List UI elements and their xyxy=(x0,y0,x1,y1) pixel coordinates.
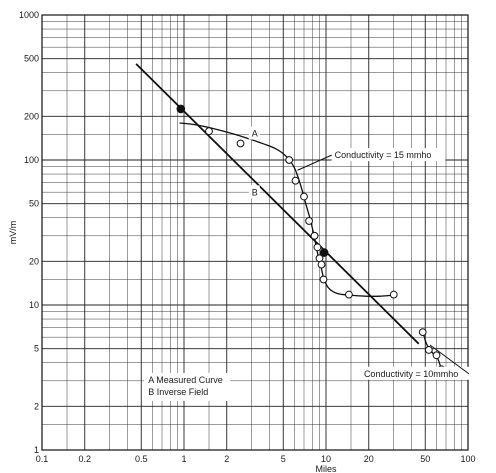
annotation-conductivity: Conductivity = 15 mmho xyxy=(335,150,432,160)
x-tick-label: 10 xyxy=(321,454,331,464)
x-tick-label: 1 xyxy=(181,454,186,464)
annotation-conductivity: Conductivity = 10mmho xyxy=(364,369,458,379)
data-point-open xyxy=(319,275,328,284)
annotation-background xyxy=(248,185,260,199)
data-point-open xyxy=(310,231,319,240)
x-tick-label: 0.5 xyxy=(135,454,148,464)
chart-grid xyxy=(41,14,469,451)
plot-frame xyxy=(41,14,469,451)
annotation-background xyxy=(331,148,446,162)
y-tick-label: 1000 xyxy=(19,10,39,20)
x-tick-label: 100 xyxy=(460,454,475,464)
x-tick-label: 50 xyxy=(420,454,430,464)
data-point-open xyxy=(291,176,300,185)
legend-entry: A Measured Curve xyxy=(148,375,223,385)
data-point-open xyxy=(432,351,441,360)
annotation-pointer xyxy=(297,154,332,171)
data-point-open xyxy=(317,260,326,269)
x-axis-ticks: 0.1 0.2 0.5 1 2 5 10 20 50 100 xyxy=(36,454,476,464)
annotation-curve-label: B xyxy=(252,187,258,197)
annotation-background xyxy=(248,126,260,140)
y-tick-label: 1 xyxy=(34,445,39,455)
x-tick-label: 5 xyxy=(281,454,286,464)
chart-legend: A Measured Curve B Inverse Field xyxy=(144,372,231,401)
data-markers xyxy=(176,104,446,374)
data-point-open xyxy=(313,243,322,252)
y-axis-ticks: 1 2 5 10 20 50 100 200 500 1000 xyxy=(19,10,39,455)
data-point-filled xyxy=(176,104,186,114)
annotation-curve-label: A xyxy=(252,129,258,139)
data-point-open xyxy=(424,346,433,354)
annotation-background xyxy=(360,366,470,380)
x-axis-label: Miles xyxy=(315,464,337,473)
annotation-pointer xyxy=(429,344,470,375)
legend-background xyxy=(144,372,231,401)
data-point-open xyxy=(345,290,353,299)
y-tick-label: 5 xyxy=(34,344,39,354)
data-point-open xyxy=(305,217,313,225)
y-tick-label: 100 xyxy=(24,155,39,165)
data-point-open xyxy=(389,290,398,299)
data-point-open xyxy=(236,139,245,148)
y-tick-label: 200 xyxy=(24,111,39,121)
chart-annotations: A B Conductivity = 15 mmho Conductivity = 1… xyxy=(248,126,470,380)
data-point-open xyxy=(285,156,294,164)
data-point-filled xyxy=(319,248,329,257)
y-tick-label: 500 xyxy=(24,54,39,64)
y-tick-label: 2 xyxy=(34,401,39,411)
x-tick-label: 0.1 xyxy=(36,454,49,464)
x-tick-label: 2 xyxy=(224,454,229,464)
data-point-open xyxy=(418,328,427,337)
data-point-open xyxy=(205,127,213,136)
series-curve-1 xyxy=(422,330,443,370)
data-point-open xyxy=(300,192,308,201)
y-tick-label: 50 xyxy=(29,199,39,209)
x-tick-label: 20 xyxy=(364,454,374,464)
y-tick-label: 20 xyxy=(29,256,39,266)
legend-entry: B Inverse Field xyxy=(148,387,208,397)
y-axis-label: mV/m xyxy=(8,221,18,245)
y-tick-label: 10 xyxy=(29,300,39,310)
x-tick-label: 0.2 xyxy=(78,454,91,464)
